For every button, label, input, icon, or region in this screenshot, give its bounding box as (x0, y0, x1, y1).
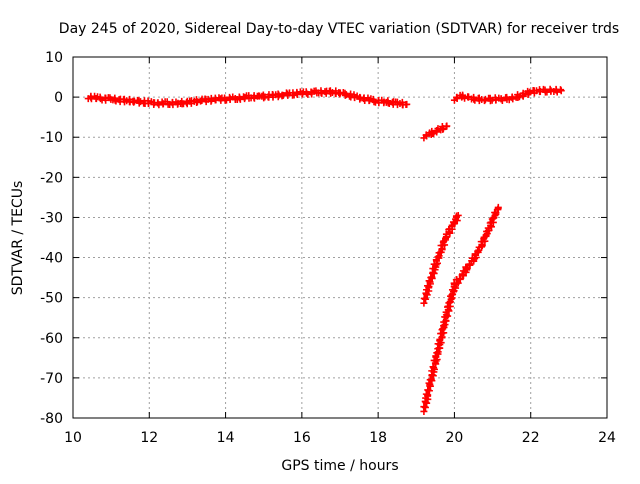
data-point (524, 89, 532, 97)
data-point (494, 203, 502, 211)
data-point (481, 97, 489, 105)
y-axis-label: SDTVAR / TECUs (10, 181, 26, 296)
y-tick-label: 10 (45, 50, 63, 66)
y-tick-label: -50 (40, 291, 63, 307)
data-point (434, 253, 442, 261)
y-tick-label: -30 (40, 210, 63, 226)
plot-frame (72, 56, 608, 419)
x-tick-label: 22 (522, 430, 540, 446)
chart-title: Day 245 of 2020, Sidereal Day-to-day VTE… (59, 21, 619, 37)
series-steep-arc-1 (420, 211, 462, 307)
x-tick-label: 12 (140, 430, 158, 446)
data-point (557, 87, 565, 95)
data-point (509, 95, 517, 103)
data-point (427, 274, 435, 282)
y-tick-label: -80 (40, 411, 63, 427)
data-point (458, 270, 466, 278)
data-point (420, 403, 428, 411)
data-point (420, 294, 428, 302)
data-point (456, 275, 464, 283)
data-point (454, 279, 462, 287)
data-point (454, 211, 462, 219)
data-point (445, 299, 453, 307)
data-point (424, 386, 432, 394)
data-point (403, 100, 411, 108)
points-layer (84, 85, 565, 415)
series-short-arc (420, 122, 451, 142)
data-point (443, 122, 451, 130)
y-tick-label: 0 (54, 90, 63, 106)
data-point (474, 247, 482, 255)
data-point (481, 95, 489, 103)
x-tick-label: 24 (598, 430, 616, 446)
x-tick-label: 16 (293, 430, 311, 446)
data-point (462, 263, 470, 271)
y-tick-label: -40 (40, 251, 63, 267)
data-point (444, 312, 452, 320)
data-point (430, 269, 438, 277)
data-point (433, 349, 441, 357)
series-late-arc (450, 85, 565, 105)
x-tick-label: 18 (369, 430, 387, 446)
y-tick-label: -70 (40, 371, 63, 387)
y-tick-label: -60 (40, 331, 63, 347)
data-point (426, 376, 434, 384)
x-axis-label: GPS time / hours (281, 458, 398, 474)
y-tick-label: -10 (40, 130, 63, 146)
data-point (198, 97, 206, 105)
data-point (465, 261, 473, 269)
x-tick-label: 14 (217, 430, 235, 446)
series-steep-arc-2 (420, 276, 461, 415)
ticks-layer: 10 12 14 16 18 20 22 24 -80 -70 -60 -50 -40 -30 -20 -10… (40, 50, 616, 446)
series-main-arc (84, 87, 411, 109)
y-tick-label: -20 (40, 170, 63, 186)
x-tick-label: 20 (446, 430, 464, 446)
data-point (430, 364, 438, 372)
series-steep-arc-3 (454, 203, 502, 287)
grid-layer (73, 57, 607, 418)
x-tick-label: 10 (64, 430, 82, 446)
data-point (433, 128, 441, 136)
